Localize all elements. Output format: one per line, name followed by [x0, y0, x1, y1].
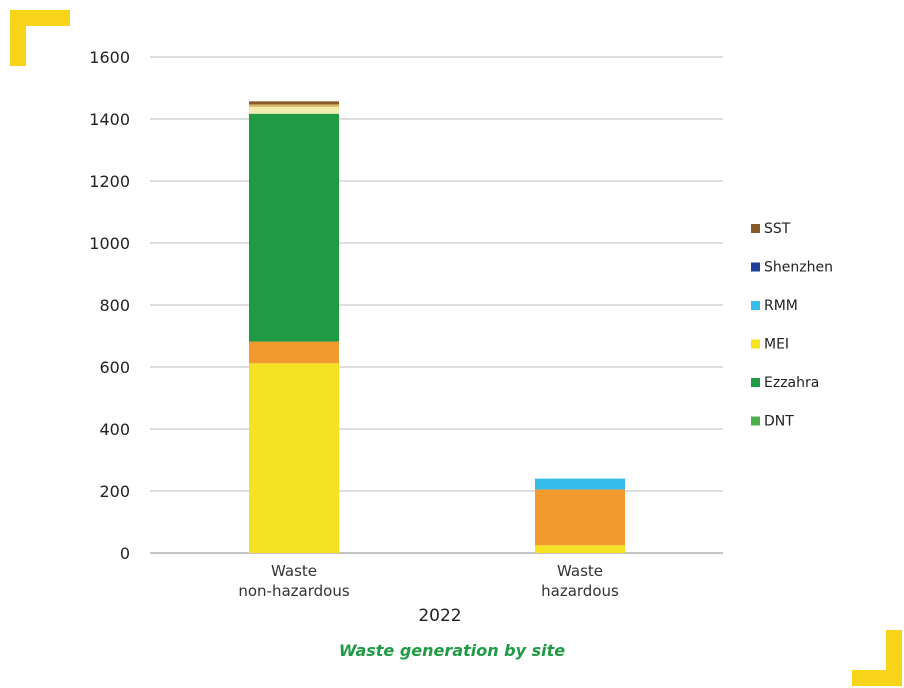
bar-segment-pale-0 — [249, 106, 339, 114]
chart-caption: Waste generation by site — [338, 641, 566, 660]
legend-label-sst: SST — [764, 221, 791, 237]
y-tick-label-1000: 1000 — [89, 234, 130, 253]
y-tick-label-200: 200 — [99, 482, 130, 501]
y-tick-label-1600: 1600 — [89, 48, 130, 67]
legend-swatch-mei — [751, 339, 760, 349]
bottom-right-corner-mark-horizontal — [852, 670, 902, 686]
stacked-bar-chart: 0 200 400 600 800 1000 1200 1400 1600 Waste non-h… — [89, 48, 833, 626]
x-category-label-0-0: Waste — [271, 562, 317, 580]
bar-segment-sst-0 — [249, 101, 339, 105]
legend-swatch-ezzahra — [751, 378, 760, 387]
x-axis-label: 2022 — [418, 606, 461, 626]
bar-segment-rmm-1 — [535, 478, 625, 490]
bars — [249, 101, 625, 553]
legend-swatch-rmm — [751, 301, 760, 310]
y-tick-label-600: 600 — [99, 358, 130, 377]
legend-swatch-shenzhen — [751, 262, 760, 272]
y-tick-label-800: 800 — [99, 296, 130, 315]
legend-swatch-dnt — [751, 416, 760, 426]
x-category-label-1-0: Waste — [557, 562, 603, 580]
bar-segment-mei-0 — [249, 363, 339, 553]
legend-label-shenzhen: Shenzhen — [764, 260, 833, 276]
y-tick-label-0: 0 — [120, 544, 130, 563]
top-left-corner-mark-horizontal — [10, 10, 70, 26]
bar-segment-tan-0 — [249, 104, 339, 107]
y-tick-label-1200: 1200 — [89, 172, 130, 191]
x-category-label-0-1: non-hazardous — [238, 582, 349, 600]
legend: SST Shenzhen RMM MEI Ezzahra DNT — [751, 221, 833, 430]
x-axis-category-labels: Waste non-hazardous Waste hazardous — [238, 562, 619, 600]
legend-label-ezzahra: Ezzahra — [764, 375, 819, 391]
legend-label-dnt: DNT — [764, 414, 794, 430]
y-axis-tick-labels: 0 200 400 600 800 1000 1200 1400 1600 — [89, 48, 130, 563]
bar-segment-mei-1 — [535, 545, 625, 553]
bar-segment-orange-1 — [535, 489, 625, 546]
bar-segment-orange-0 — [249, 341, 339, 364]
y-tick-label-1400: 1400 — [89, 110, 130, 129]
grid-lines — [150, 56, 723, 554]
bar-segment-ezzahra-0 — [249, 113, 339, 342]
y-tick-label-400: 400 — [99, 420, 130, 439]
legend-swatch-sst — [751, 224, 760, 233]
x-category-label-1-1: hazardous — [541, 582, 619, 600]
legend-label-rmm: RMM — [764, 298, 798, 314]
legend-label-mei: MEI — [764, 337, 789, 353]
